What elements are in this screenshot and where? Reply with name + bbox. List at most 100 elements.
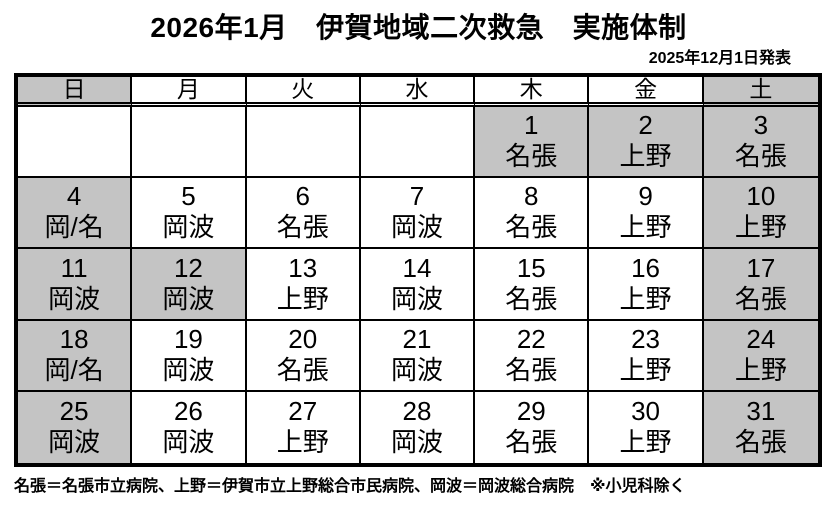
hospital-name: 岡/名	[44, 212, 104, 243]
hospital-name: 岡波	[390, 283, 443, 314]
day-number: 24	[746, 323, 776, 354]
calendar-cell-7: 7 岡波	[360, 178, 476, 250]
calendar-cell-22: 22 名張	[475, 320, 590, 392]
day-number: 15	[516, 252, 546, 283]
calendar-cell-1: 1 名張	[475, 107, 590, 179]
calendar-cell-6: 6 名張	[246, 178, 361, 250]
hospital-name: 岡波	[162, 212, 215, 243]
calendar-cell-24: 24 上野	[703, 320, 818, 392]
day-number: 4	[66, 181, 82, 212]
calendar-cell-29: 29 名張	[475, 391, 590, 463]
hospital-name: 上野	[619, 283, 672, 314]
calendar-cell-16: 16 上野	[589, 249, 704, 321]
calendar-cell-15: 15 名張	[475, 249, 590, 321]
hospital-name: 岡波	[48, 427, 101, 458]
day-number: 27	[288, 395, 318, 426]
calendar-cell-9: 9 上野	[589, 178, 704, 250]
day-number: 1	[524, 110, 539, 141]
calendar-cell-14: 14 岡波	[360, 249, 476, 321]
calendar-cell-10: 10 上野	[703, 178, 818, 250]
day-number: 31	[746, 395, 776, 426]
calendar-cell-23: 23 上野	[589, 320, 704, 392]
hospital-name: 名張	[505, 354, 558, 385]
day-number: 29	[516, 395, 546, 426]
day-number: 12	[173, 252, 203, 283]
hospital-name: 岡波	[390, 212, 443, 243]
day-number: 18	[59, 323, 89, 354]
calendar-cell-8: 8 名張	[475, 178, 590, 250]
day-number: 11	[60, 252, 88, 283]
calendar-cell-27: 27 上野	[247, 391, 361, 463]
page-title: 2026年1月 伊賀地域二次救急 実施体制	[150, 12, 687, 43]
hospital-name: 上野	[734, 212, 787, 243]
calendar-cell-18: 18 岡/名	[18, 320, 133, 392]
hospital-name: 名張	[276, 212, 329, 243]
hospital-name: 名張	[734, 283, 787, 314]
legend-note: 名張＝名張市立病院、上野＝伊賀市立上野総合市民病院、岡波＝岡波総合病院 ※小児科…	[14, 478, 686, 495]
day-number: 30	[631, 395, 661, 426]
hospital-name: 岡/名	[44, 354, 104, 385]
hospital-name: 上野	[619, 212, 672, 243]
day-number: 2	[638, 110, 653, 141]
day-number: 25	[59, 395, 89, 426]
hospital-name: 名張	[505, 283, 558, 314]
calendar-cell-30: 30 上野	[589, 391, 704, 463]
day-header-tue: 火	[246, 77, 361, 107]
hospital-name: 岡波	[48, 283, 101, 314]
calendar-cell-19: 19 岡波	[132, 320, 247, 392]
calendar-cell-11: 11 岡波	[18, 249, 133, 321]
day-number: 22	[516, 323, 546, 354]
hospital-name: 上野	[619, 427, 672, 458]
day-number: 16	[631, 252, 661, 283]
day-header-fri: 金	[589, 77, 704, 107]
calendar-cell-empty	[360, 107, 476, 179]
calendar-table: 日月火水木金土 1 名張 2 上野 3 名張 4 岡/名 5 岡波 6 名張 7 岡波 8 名張 9 上野 10 上野 1…	[14, 73, 822, 467]
day-header-mon: 月	[132, 77, 247, 107]
day-header-thu: 木	[475, 77, 590, 107]
day-number: 9	[638, 181, 653, 212]
calendar-cell-empty	[246, 107, 361, 179]
day-number: 8	[524, 181, 539, 212]
day-number: 26	[173, 395, 203, 426]
calendar-cell-25: 25 岡波	[18, 391, 133, 463]
calendar-cell-13: 13 上野	[246, 249, 361, 321]
hospital-name: 名張	[505, 212, 558, 243]
calendar-cell-17: 17 名張	[703, 249, 818, 321]
day-header-sun: 日	[18, 77, 133, 107]
day-number: 3	[753, 110, 769, 141]
hospital-name: 上野	[619, 141, 672, 172]
hospital-name: 名張	[505, 427, 558, 458]
hospital-name: 岡波	[162, 354, 215, 385]
calendar-cell-31: 31 名張	[703, 391, 818, 463]
calendar-cell-26: 26 岡波	[132, 391, 247, 463]
hospital-name: 上野	[734, 354, 787, 385]
hospital-name: 上野	[619, 354, 672, 385]
day-number: 5	[181, 181, 196, 212]
calendar-cell-5: 5 岡波	[132, 178, 247, 250]
day-header-sat: 土	[703, 77, 818, 107]
day-number: 13	[288, 252, 318, 283]
day-header-wed: 水	[360, 77, 476, 107]
day-number: 19	[173, 323, 203, 354]
hospital-name: 名張	[734, 141, 787, 172]
hospital-name: 岡波	[390, 354, 443, 385]
day-number: 28	[402, 395, 432, 426]
day-number: 21	[402, 323, 432, 354]
hospital-name: 名張	[734, 427, 787, 458]
calendar-cell-12: 12 岡波	[132, 249, 247, 321]
hospital-name: 上野	[276, 283, 329, 314]
day-number: 20	[288, 323, 318, 354]
calendar-cell-empty	[18, 107, 133, 179]
hospital-name: 名張	[505, 141, 558, 172]
calendar-cell-4: 4 岡/名	[18, 178, 133, 250]
day-number: 10	[746, 181, 776, 212]
day-number: 6	[295, 181, 310, 212]
calendar-cell-21: 21 岡波	[360, 320, 476, 392]
day-number: 23	[631, 323, 661, 354]
day-number: 7	[409, 181, 425, 212]
hospital-name: 岡波	[162, 427, 215, 458]
calendar-cell-2: 2 上野	[589, 107, 704, 179]
calendar-cell-28: 28 岡波	[361, 391, 476, 463]
published-date: 2025年12月1日発表	[648, 50, 791, 67]
day-number: 17	[746, 252, 776, 283]
